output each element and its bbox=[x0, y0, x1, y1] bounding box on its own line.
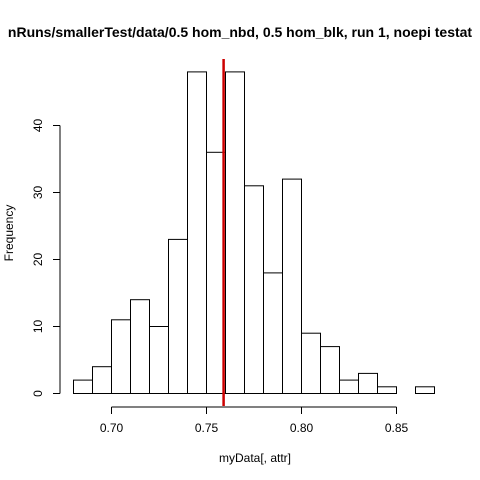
histogram-bar bbox=[92, 366, 112, 395]
x-tick-label: 0.85 bbox=[385, 421, 409, 435]
y-tick-label: 0 bbox=[31, 390, 45, 397]
x-tick-label: 0.75 bbox=[195, 421, 219, 435]
histogram-bar bbox=[377, 386, 397, 394]
x-axis: 0.70 0.75 0.80 0.85 bbox=[100, 406, 409, 435]
histogram-bar bbox=[149, 326, 169, 394]
x-tick-label: 0.70 bbox=[100, 421, 124, 435]
chart-title: nRuns/smallerTest/data/0.5 hom_nbd, 0.5 … bbox=[8, 24, 473, 40]
histogram-bar bbox=[320, 346, 340, 395]
x-tick-label: 0.80 bbox=[290, 421, 314, 435]
histogram-bar bbox=[130, 299, 150, 395]
histogram-bar bbox=[73, 379, 93, 395]
y-axis-label: Frequency bbox=[2, 205, 16, 262]
histogram-bar bbox=[225, 71, 245, 395]
y-tick-label: 40 bbox=[31, 119, 45, 133]
histogram-bar bbox=[263, 272, 283, 394]
y-axis: 0 10 20 30 40 bbox=[31, 119, 61, 397]
histogram-bar bbox=[168, 238, 188, 394]
y-tick-label: 10 bbox=[31, 320, 45, 334]
histogram-bar bbox=[339, 379, 359, 395]
histogram-bar bbox=[358, 372, 378, 394]
histogram-bar bbox=[111, 319, 131, 394]
histogram-bar bbox=[187, 71, 207, 395]
y-tick-label: 30 bbox=[31, 186, 45, 200]
histogram-bar bbox=[301, 332, 321, 395]
y-tick-label: 20 bbox=[31, 253, 45, 267]
histogram-bar bbox=[415, 386, 435, 394]
x-axis-label: myData[, attr] bbox=[219, 451, 291, 465]
histogram-bar bbox=[282, 178, 302, 394]
histogram-bars bbox=[73, 71, 435, 395]
histogram-bar bbox=[244, 185, 264, 394]
